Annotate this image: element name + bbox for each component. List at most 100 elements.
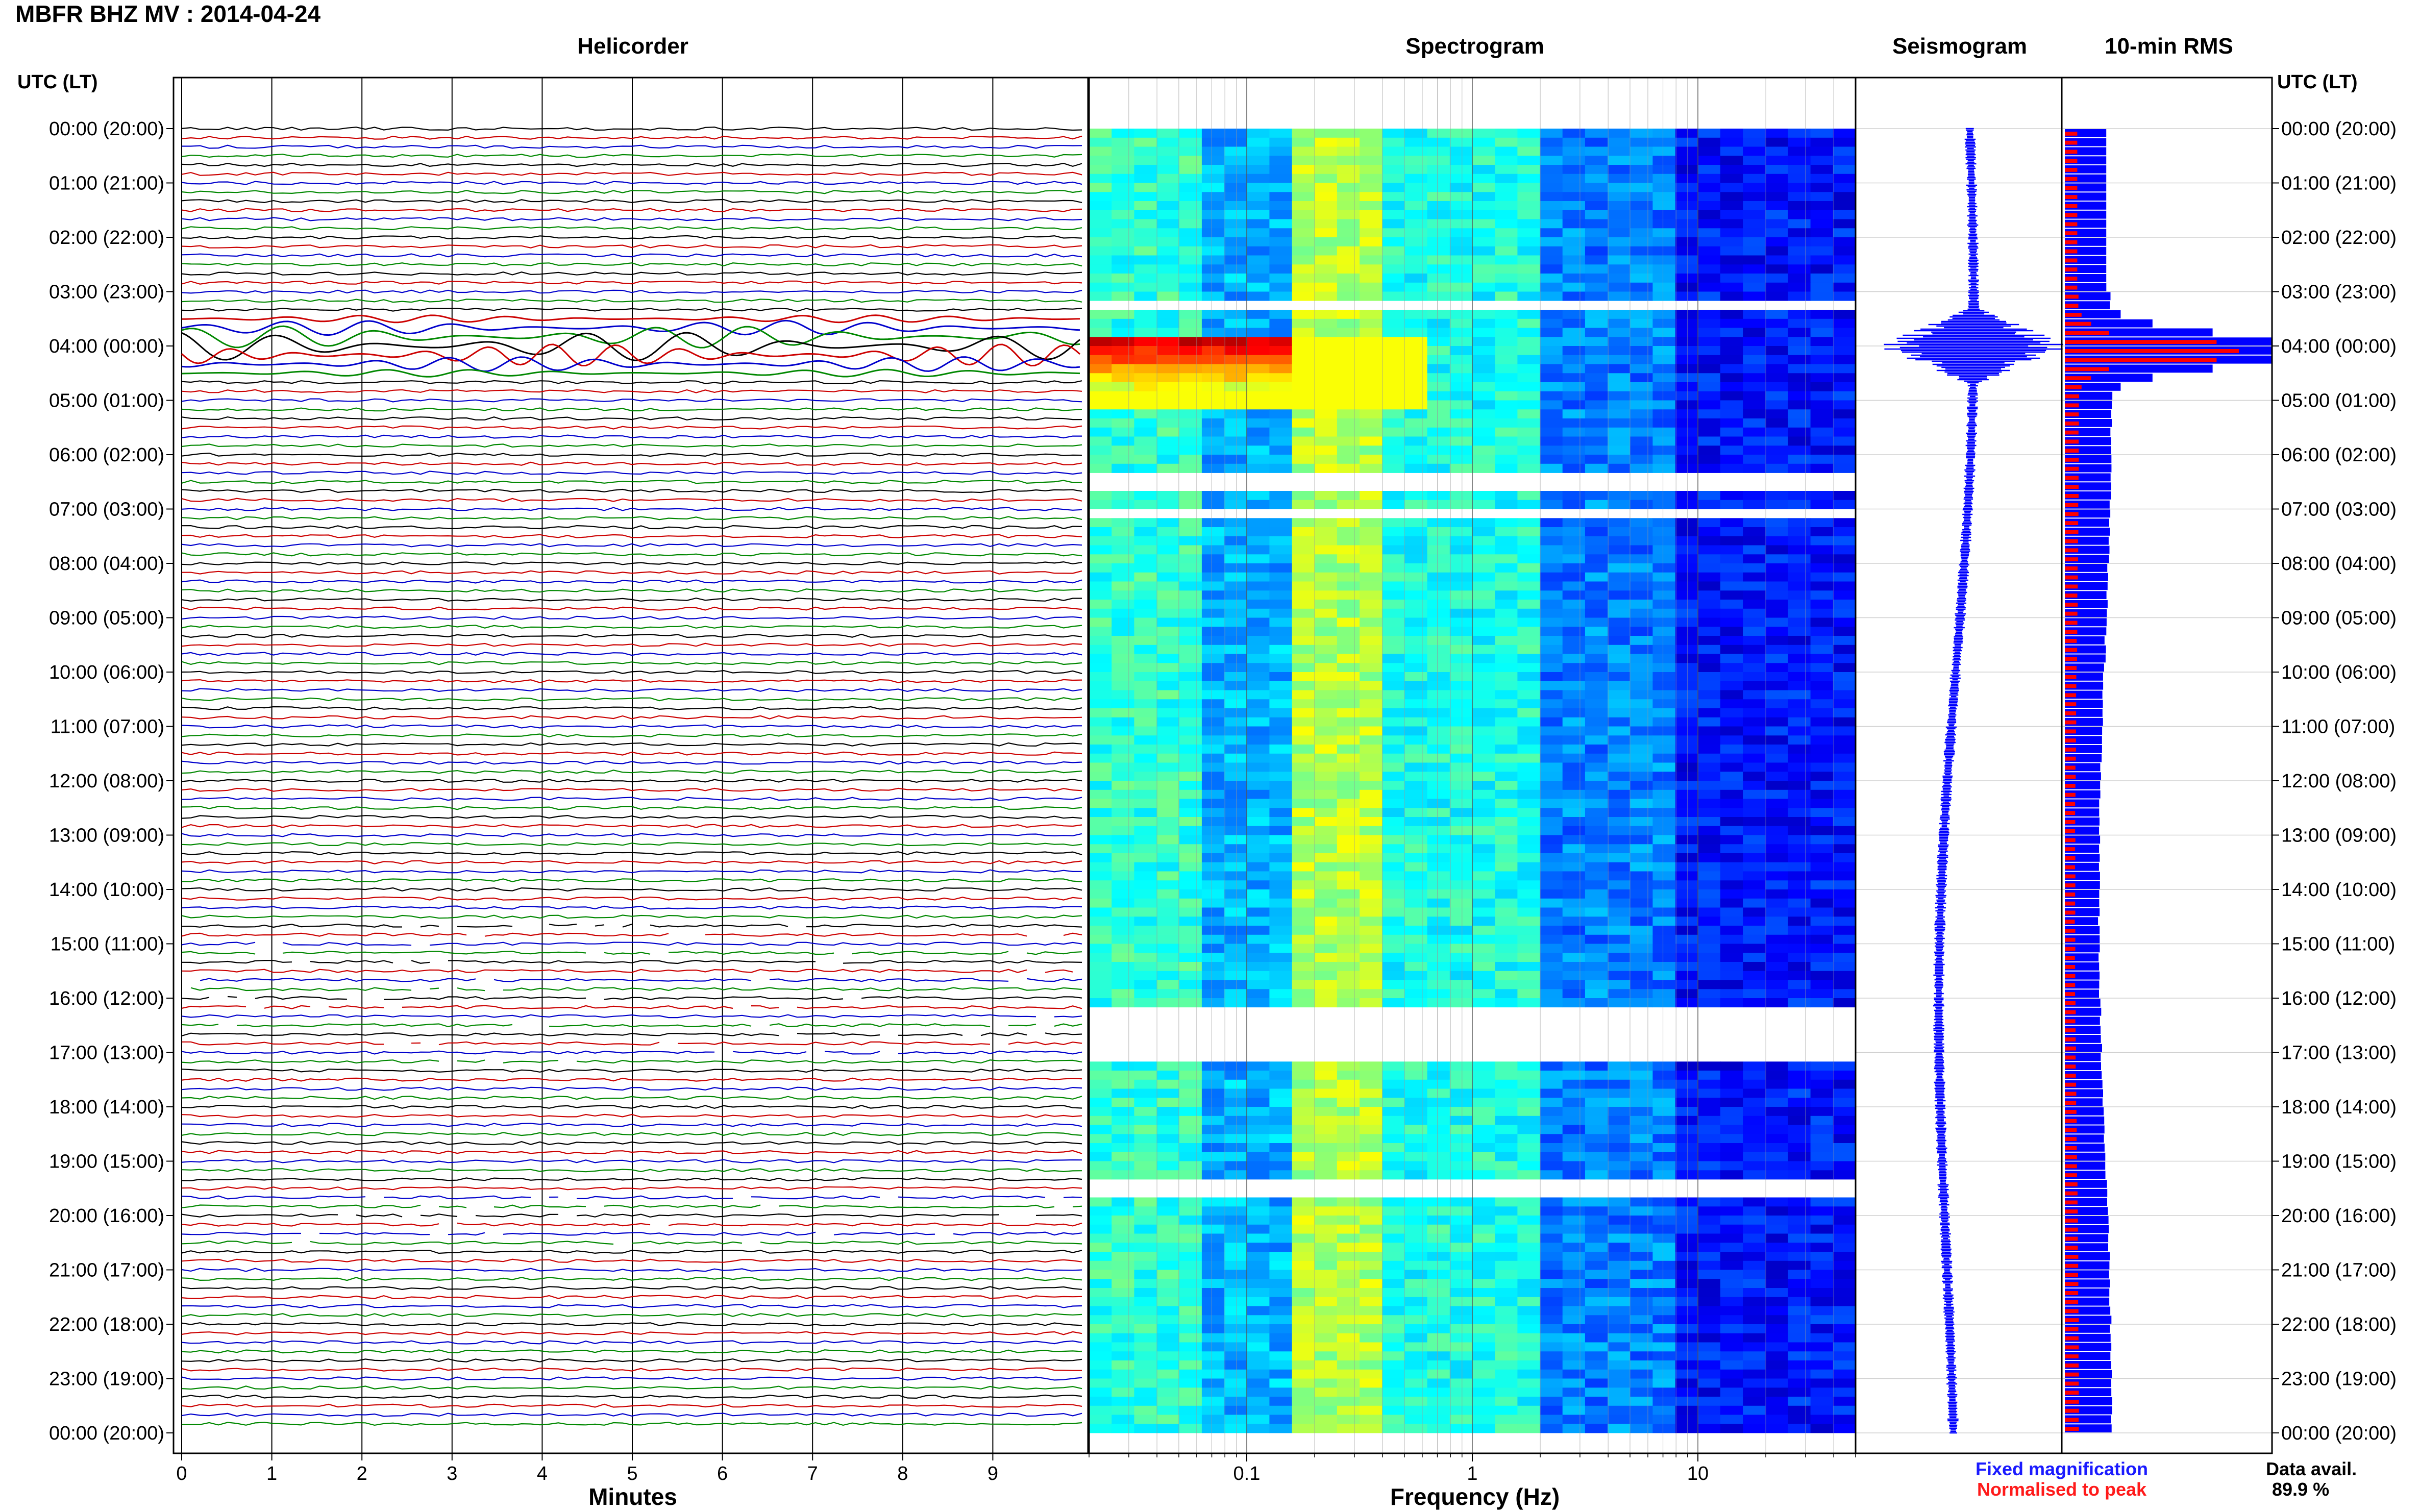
spectrogram-cell — [1833, 129, 1856, 138]
spectrogram-cell — [1675, 346, 1698, 356]
spectrogram-cell — [1743, 789, 1766, 799]
spectrogram-cell — [1247, 907, 1270, 917]
spectrogram-cell — [1337, 1224, 1360, 1234]
spectrogram-cell — [1427, 1098, 1450, 1107]
spectrogram-cell — [1201, 346, 1225, 356]
spectrogram-cell — [1404, 1161, 1428, 1171]
spectrogram-cell — [1337, 1288, 1360, 1298]
spectrogram-cell — [1697, 436, 1721, 446]
spectrogram-cell — [1404, 1333, 1428, 1343]
spectrogram-cell — [1585, 1197, 1608, 1207]
spectrogram-cell — [1314, 156, 1338, 165]
spectrogram-cell — [1247, 608, 1270, 618]
helicorder-trace — [181, 307, 1082, 312]
spectrogram-cell — [1517, 282, 1541, 292]
spectrogram-cell — [1788, 953, 1811, 962]
spectrogram-cell — [1788, 545, 1811, 555]
spectrogram-cell — [1224, 427, 1247, 437]
spectrogram-cell — [1247, 808, 1270, 817]
spectrogram-cell — [1089, 708, 1112, 718]
spectrogram-cell — [1675, 826, 1698, 835]
spectrogram-cell — [1495, 663, 1518, 673]
spectrogram-cell — [1382, 409, 1405, 419]
spectrogram-cell — [1630, 1252, 1653, 1261]
spectrogram-cell — [1743, 192, 1766, 202]
spectrogram-cell — [1382, 554, 1405, 564]
spectrogram-cell — [1540, 1270, 1563, 1279]
spectrogram-cell — [1540, 880, 1563, 890]
spectrogram-cell — [1517, 998, 1541, 1008]
spectrogram-cell — [1517, 1378, 1541, 1388]
spectrogram-cell — [1089, 672, 1112, 682]
spectrogram-cell — [1675, 228, 1698, 238]
spectrogram-cell — [1156, 799, 1180, 808]
spectrogram-cell — [1156, 228, 1180, 238]
spectrogram-cell — [1201, 364, 1225, 374]
spectrogram-cell — [1404, 654, 1428, 663]
spectrogram-cell — [1292, 1270, 1315, 1279]
spectrogram-cell — [1697, 337, 1721, 346]
spectrogram-cell — [1765, 129, 1789, 138]
spectrogram-cell — [1517, 500, 1541, 509]
spectrogram-cell — [1314, 246, 1338, 256]
spectrogram-cell — [1517, 337, 1541, 346]
spectrogram-cell — [1720, 563, 1743, 573]
spectrogram-cell — [1495, 645, 1518, 654]
spectrogram-cell — [1179, 455, 1202, 464]
spectrogram-cell — [1179, 663, 1202, 673]
spectrogram-cell — [1134, 654, 1157, 663]
spectrogram-cell — [1292, 717, 1315, 727]
spectrogram-cell — [1517, 1342, 1541, 1352]
spectrogram-cell — [1720, 210, 1743, 219]
spectrogram-cell — [1179, 590, 1202, 600]
spectrogram-cell — [1697, 1098, 1721, 1107]
spectrogram-cell — [1449, 953, 1473, 962]
spectrogram-cell — [1517, 889, 1541, 899]
spectrogram-cell — [1449, 980, 1473, 989]
spectrogram-cell — [1134, 962, 1157, 972]
spectrogram-cell — [1652, 146, 1676, 156]
spectrogram-cell — [1630, 726, 1653, 736]
spectrogram-cell — [1562, 898, 1586, 908]
spectrogram-cell — [1269, 654, 1293, 663]
spectrogram-cell — [1247, 165, 1270, 175]
spectrogram-cell — [1179, 1197, 1202, 1207]
spectrogram-cell — [1269, 1252, 1293, 1261]
spectrogram-cell — [1697, 1333, 1721, 1343]
spectrogram-cell — [1720, 1252, 1743, 1261]
helicorder-trace — [181, 860, 1082, 864]
spectrogram-cell — [1201, 1107, 1225, 1117]
spectrogram-cell — [1360, 980, 1383, 989]
spectrogram-cell — [1134, 1324, 1157, 1334]
spectrogram-cell — [1224, 1125, 1247, 1134]
spectrogram-cell — [1201, 146, 1225, 156]
spectrogram-cell — [1675, 527, 1698, 537]
spectrogram-cell — [1517, 1279, 1541, 1288]
spectrogram-cell — [1224, 1279, 1247, 1288]
spectrogram-cell — [1224, 1351, 1247, 1361]
spectrogram-cell — [1833, 898, 1856, 908]
spectrogram-cell — [1833, 165, 1856, 175]
spectrogram-cell — [1652, 871, 1676, 881]
rms-bar-normalised — [2065, 1001, 2076, 1005]
spectrogram-cell — [1472, 808, 1495, 817]
spectrogram-cell — [1112, 1170, 1134, 1180]
spectrogram-cell — [1720, 971, 1743, 980]
spectrogram-cell — [1743, 1288, 1766, 1298]
spectrogram-cell — [1292, 944, 1315, 953]
rms-bar-normalised — [2065, 992, 2076, 996]
spectrogram-cell — [1314, 1387, 1338, 1397]
spectrogram-cell — [1292, 1405, 1315, 1415]
spectrogram-cell — [1652, 1152, 1676, 1161]
spectrogram-cell — [1810, 617, 1834, 627]
spectrogram-cell — [1337, 536, 1360, 546]
spectrogram-cell — [1089, 355, 1112, 364]
spectrogram-cell — [1360, 282, 1383, 292]
spectrogram-cell — [1540, 1116, 1563, 1125]
spectrogram-cell — [1720, 590, 1743, 600]
spectrogram-cell — [1585, 1143, 1608, 1153]
spectrogram-cell — [1765, 808, 1789, 817]
spectrogram-cell — [1495, 980, 1518, 989]
seismogram-panel — [1855, 77, 2063, 1454]
